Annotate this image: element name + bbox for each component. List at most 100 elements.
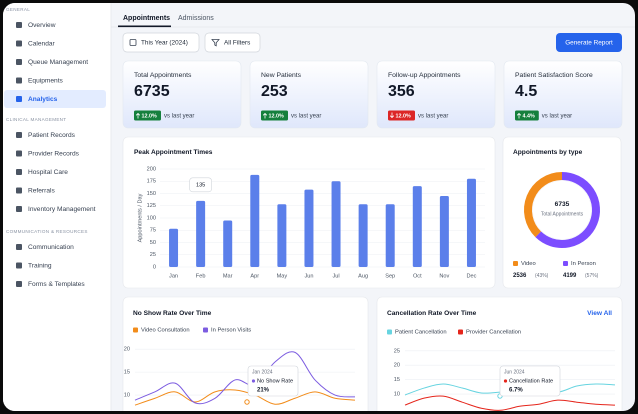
section-header: GENERAL [6,7,30,12]
y-tick-label: 100 [147,215,156,221]
kpi-note: vs last year [542,114,572,120]
segment-value: 4199 [563,273,577,279]
x-tick-label: Apr [250,273,259,279]
y-tick-label: 25 [394,348,400,354]
bar [466,178,476,267]
change-badge [388,110,415,121]
tab[interactable]: Admissions [178,15,214,22]
kpi-card: New Patients 253 12.0% vs last year [249,60,369,129]
link-label: View All [587,310,612,317]
donut-segment [524,172,563,238]
nav-item[interactable]: Referrals [16,187,55,194]
kpi-note: vs last year [164,114,194,120]
change-label: 12.0% [269,113,284,119]
y-tick-label: 150 [147,191,156,197]
kpi-value: 356 [388,83,415,100]
legend-swatch [133,327,138,333]
tooltip-label: Cancellation Rate [509,378,553,384]
nav-icon [16,206,22,212]
nav-item[interactable]: Provider Records [16,150,80,157]
tooltip: 135 [189,177,212,193]
kpi-title: New Patients [261,72,302,79]
filter-button[interactable]: All Filters [204,32,261,53]
legend-swatch [563,261,568,266]
nav-icon [16,77,22,84]
tab[interactable]: Appointments [118,15,171,28]
y-tick-label: 200 [147,166,156,172]
x-tick-label: Jul [332,273,339,279]
nav-item[interactable]: Hospital Care [16,169,68,176]
nav-item[interactable]: Equipments [16,77,64,84]
legend-label: Video Consultation [141,328,190,334]
change-label: 12.0% [142,113,157,119]
legend-label: Video [521,261,536,267]
tooltip: Jun 2024 Cancellation Rate 6.7% [497,365,561,399]
change-arrow [516,112,522,119]
tooltip-bg [499,365,561,397]
nav-icon [16,244,22,250]
segment-share: (57%) [585,273,599,279]
nav-icon [16,59,22,65]
legend-label: In Person Visits [211,328,251,334]
x-tick-label: Sep [385,273,395,279]
nav-item[interactable]: Calendar [16,40,56,47]
y-tick-label: 20 [124,347,130,353]
change-arrow [389,112,395,119]
nav-item[interactable]: Overview [16,22,56,29]
bar [277,204,287,267]
nav-item[interactable]: Forms & Templates [16,281,85,288]
button-bg [122,32,200,53]
x-tick-label: Nov [439,273,449,279]
bar [169,228,179,267]
calendar-icon [129,39,137,46]
nav-item[interactable]: Patient Records [16,132,76,139]
nav-item[interactable]: Analytics [4,90,106,108]
nav-label: Provider Records [28,150,80,157]
tab-label: Admissions [178,15,214,22]
y-tick-label: 175 [147,179,156,185]
tooltip-date: Jan 2024 [252,369,273,375]
bar [331,181,341,267]
nav-item[interactable]: Training [16,262,52,269]
tooltip-date: Jun 2024 [504,369,525,375]
tooltip-value: 6.7% [509,388,523,394]
chart-title: No Show Rate Over Time [133,310,212,317]
report-button[interactable]: Generate Report [556,33,622,52]
nav-item[interactable]: Inventory Management [16,206,96,213]
bar [439,195,449,267]
period-button[interactable]: This Year (2024) [122,32,200,53]
kpi-title: Total Appointments [134,72,192,79]
kpi-value: 6735 [134,83,170,100]
kpi-card: Total Appointments 6735 12.0% vs last year [122,60,242,129]
bar [412,186,422,267]
legend-label: In Person [571,261,596,267]
y-axis-label: Appointments / Day [137,193,143,242]
change-arrow [262,112,268,119]
tooltip: Jan 2024 No Show Rate 21% [244,365,299,405]
nav-item[interactable]: Communication [16,244,74,251]
y-tick-label: 50 [150,240,156,246]
bar [385,204,395,267]
donut-total-label: Total Appointments [541,211,584,217]
change-label: 4.4% [523,113,535,119]
nav-label: Communication [28,244,74,251]
button-bg [204,32,261,53]
chart-title: Appointments by type [513,149,583,156]
section-header: COMMUNICATION & RESOURCES [6,229,88,234]
change-label: 12.0% [396,113,411,119]
legend-label: Patient Cancellation [395,330,447,336]
nav-icon [16,40,22,47]
tab-label: Appointments [123,15,170,22]
nav-icon [16,262,22,269]
tooltip-value: 21% [257,388,270,394]
nav-label: Hospital Care [28,169,68,176]
y-tick-label: 125 [147,203,156,209]
nav-item[interactable]: Queue Management [16,59,88,66]
nav-icon [16,150,22,157]
y-tick-label: 20 [394,363,400,369]
nav-label: Calendar [28,40,56,47]
nav-label: Overview [28,22,56,29]
view-all-link[interactable]: View All [587,310,612,317]
